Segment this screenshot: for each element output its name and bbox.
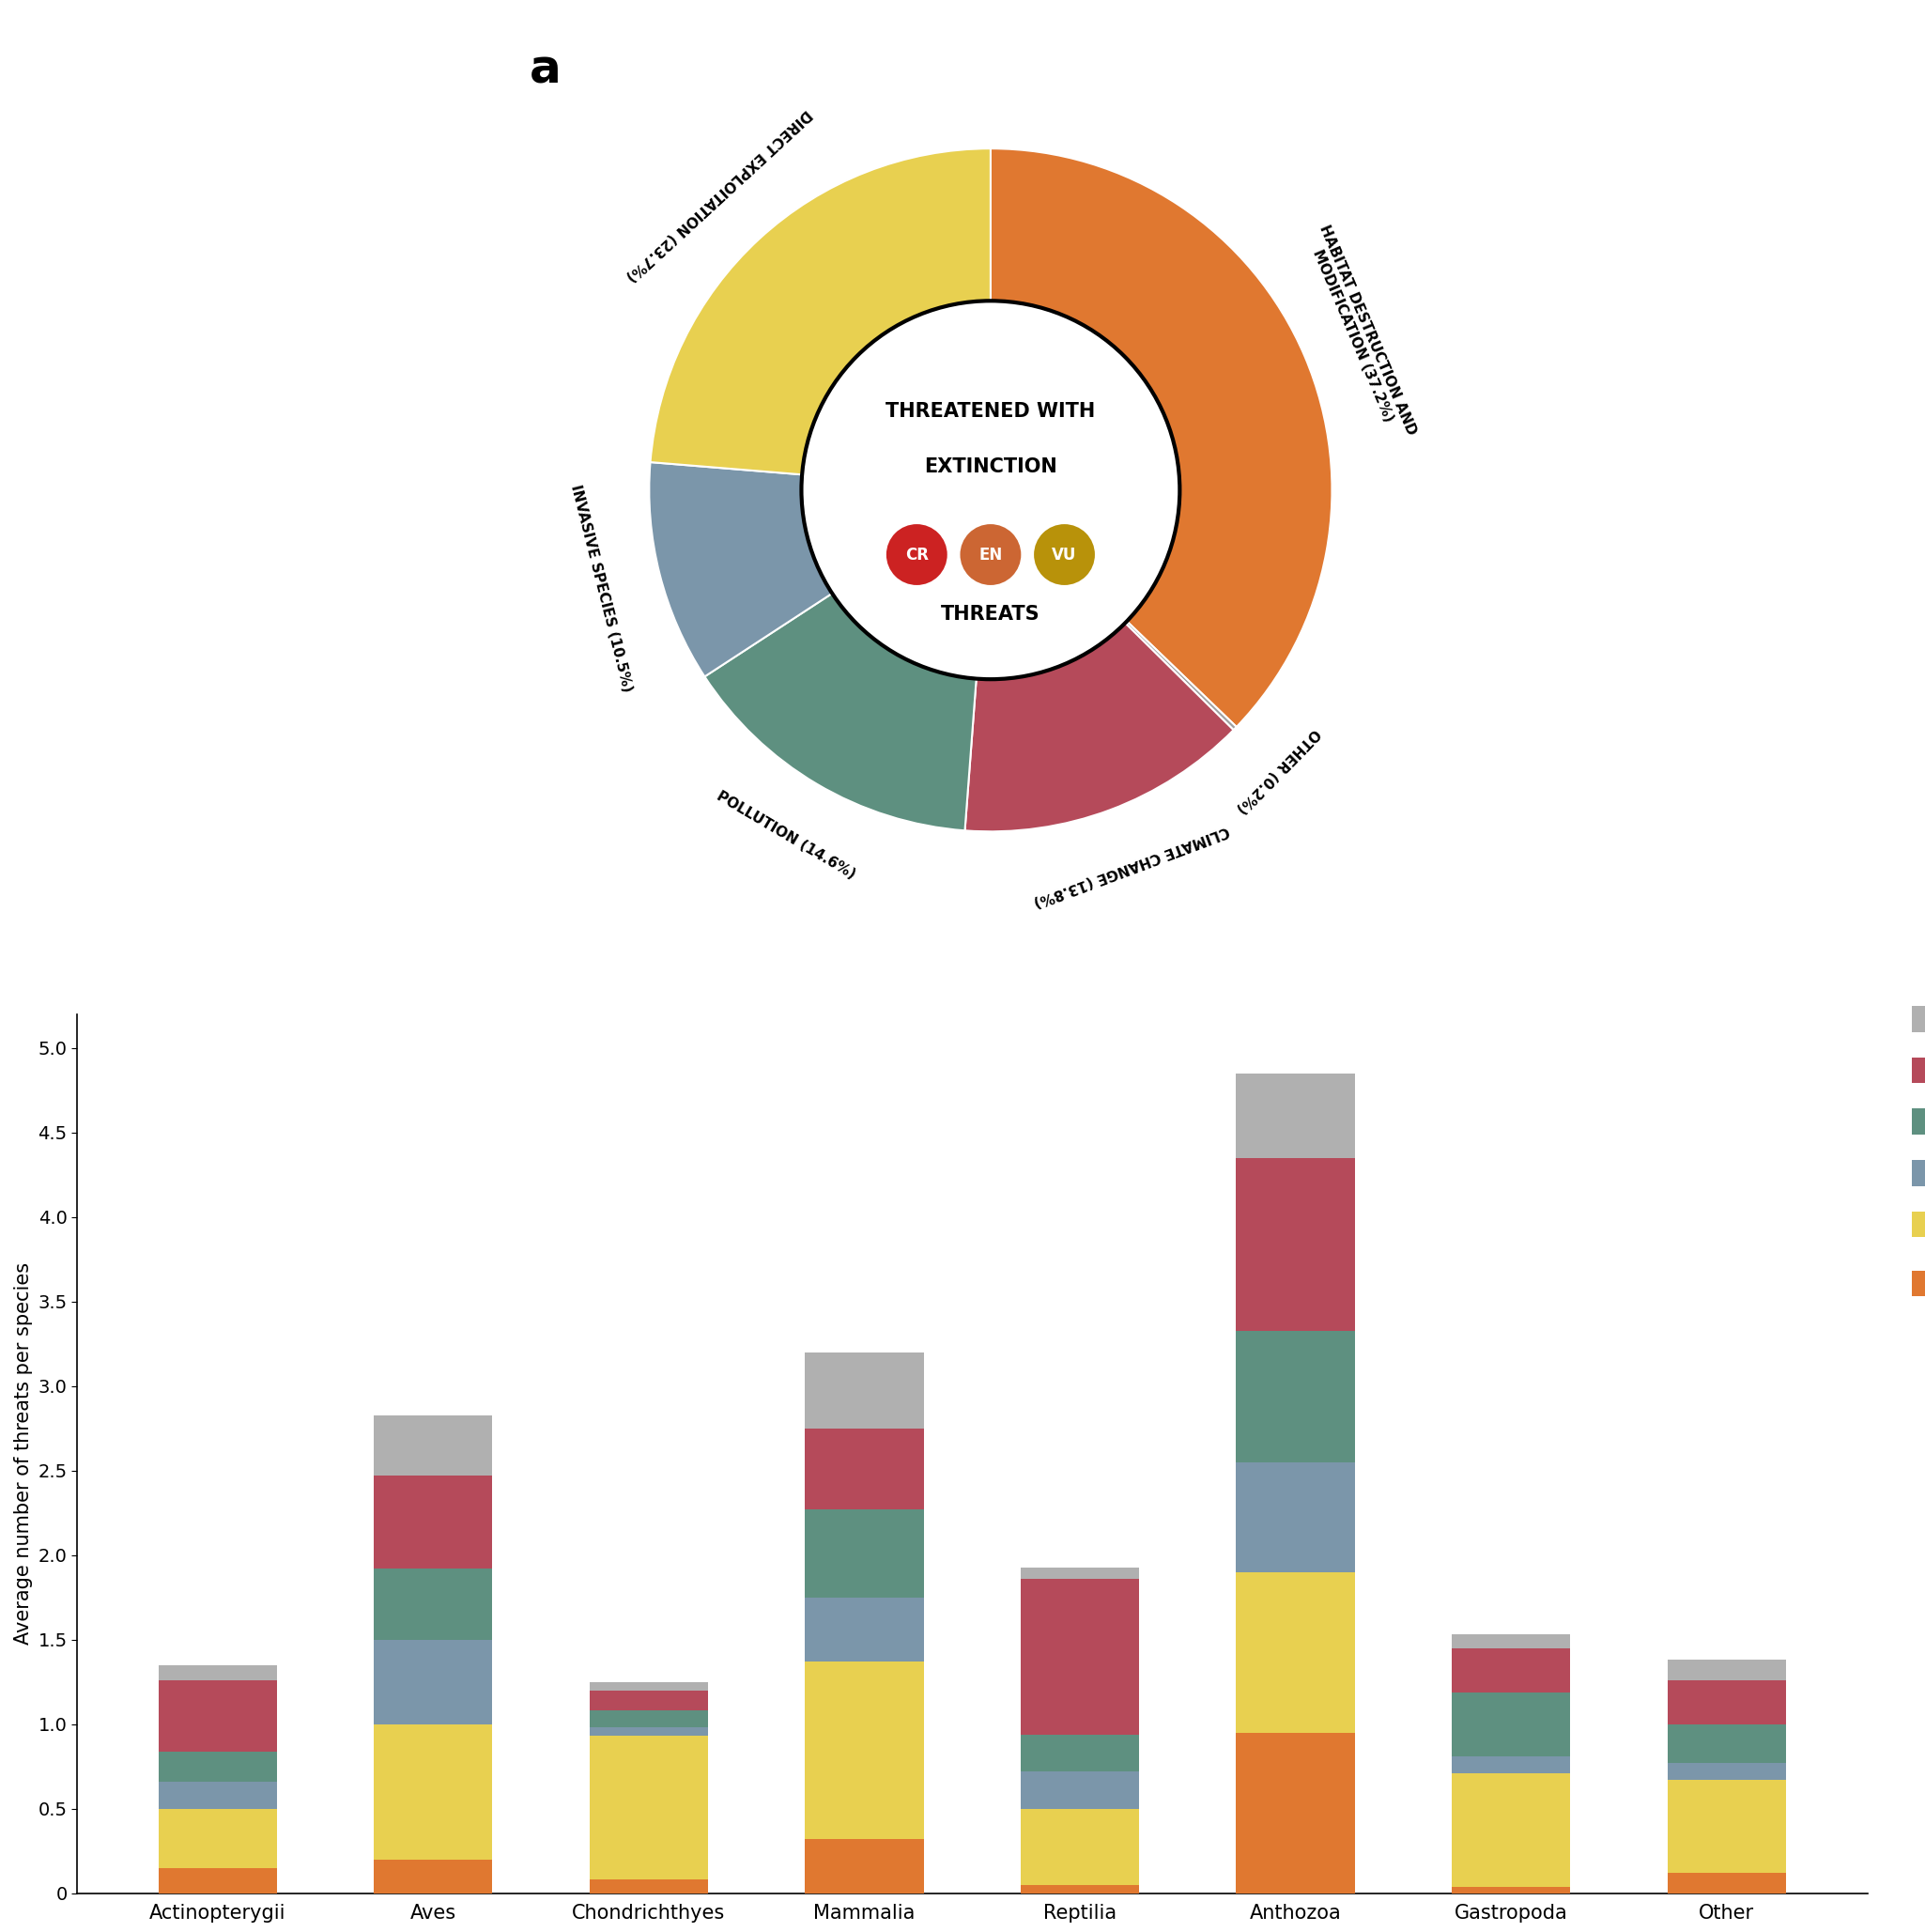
Text: POLLUTION (14.6%): POLLUTION (14.6%): [714, 788, 859, 883]
Bar: [1667, 1874, 1786, 1893]
Text: EXTINCTION: EXTINCTION: [924, 458, 1057, 477]
Text: THREATENED WITH: THREATENED WITH: [886, 402, 1095, 421]
Bar: [1451, 1692, 1571, 1756]
Circle shape: [961, 524, 1020, 585]
Legend: Other, Climate change, Pollution, Invasive species, Direct exploitation, Habitat: Other, Climate change, Pollution, Invasi…: [1912, 1007, 1925, 1302]
Text: OTHER (0.2%): OTHER (0.2%): [1234, 724, 1322, 815]
Bar: [1236, 1463, 1355, 1573]
Bar: [589, 1712, 708, 1727]
Bar: [1236, 1074, 1355, 1157]
Bar: [1020, 1735, 1140, 1772]
Bar: [1451, 1648, 1571, 1692]
Bar: [373, 1861, 493, 1893]
Bar: [589, 1737, 708, 1880]
Bar: [373, 1569, 493, 1640]
Bar: [805, 1352, 924, 1428]
Wedge shape: [651, 149, 991, 475]
Wedge shape: [991, 149, 1332, 726]
Text: THREATS: THREATS: [941, 605, 1040, 624]
Bar: [158, 1752, 277, 1781]
Bar: [1451, 1756, 1571, 1774]
Bar: [589, 1683, 708, 1690]
Bar: [1020, 1567, 1140, 1578]
Wedge shape: [649, 462, 832, 676]
Bar: [1020, 1772, 1140, 1808]
Bar: [1236, 1157, 1355, 1331]
Bar: [1667, 1681, 1786, 1725]
Bar: [1667, 1779, 1786, 1874]
Bar: [158, 1681, 277, 1752]
Bar: [158, 1665, 277, 1681]
Circle shape: [801, 301, 1180, 680]
Bar: [805, 1428, 924, 1509]
Bar: [1667, 1660, 1786, 1681]
Text: a: a: [529, 46, 560, 93]
Bar: [805, 1598, 924, 1662]
Bar: [589, 1690, 708, 1712]
Bar: [373, 1725, 493, 1861]
Bar: [1020, 1886, 1140, 1893]
Wedge shape: [705, 593, 976, 831]
Bar: [1451, 1634, 1571, 1648]
Bar: [805, 1839, 924, 1893]
Bar: [1236, 1573, 1355, 1733]
Bar: [1451, 1774, 1571, 1888]
Bar: [373, 1640, 493, 1725]
Bar: [1020, 1808, 1140, 1886]
Bar: [373, 1414, 493, 1476]
Y-axis label: Average number of threats per species: Average number of threats per species: [13, 1264, 33, 1644]
Bar: [158, 1808, 277, 1868]
Bar: [1236, 1733, 1355, 1893]
Bar: [1451, 1888, 1571, 1893]
Bar: [158, 1868, 277, 1893]
Text: DIRECT EXPLOITATION (23.7%): DIRECT EXPLOITATION (23.7%): [624, 106, 814, 284]
Bar: [805, 1509, 924, 1598]
Bar: [589, 1880, 708, 1893]
Text: CR: CR: [905, 547, 928, 562]
Bar: [589, 1727, 708, 1737]
Bar: [1667, 1764, 1786, 1779]
Bar: [1667, 1725, 1786, 1764]
Text: INVASIVE SPECIES (10.5%): INVASIVE SPECIES (10.5%): [568, 483, 635, 694]
Wedge shape: [964, 622, 1234, 831]
Bar: [1236, 1331, 1355, 1463]
Text: CLIMATE CHANGE (13.8%): CLIMATE CHANGE (13.8%): [1032, 823, 1230, 910]
Circle shape: [886, 524, 947, 585]
Circle shape: [1034, 524, 1095, 585]
Wedge shape: [1126, 622, 1236, 730]
Bar: [805, 1662, 924, 1839]
Text: VU: VU: [1053, 547, 1076, 562]
Bar: [158, 1781, 277, 1808]
Text: EN: EN: [978, 547, 1003, 562]
Bar: [1020, 1578, 1140, 1735]
Text: HABITAT DESTRUCTION AND
MODIFICATION (37.2%): HABITAT DESTRUCTION AND MODIFICATION (37…: [1301, 222, 1419, 442]
Bar: [373, 1476, 493, 1569]
